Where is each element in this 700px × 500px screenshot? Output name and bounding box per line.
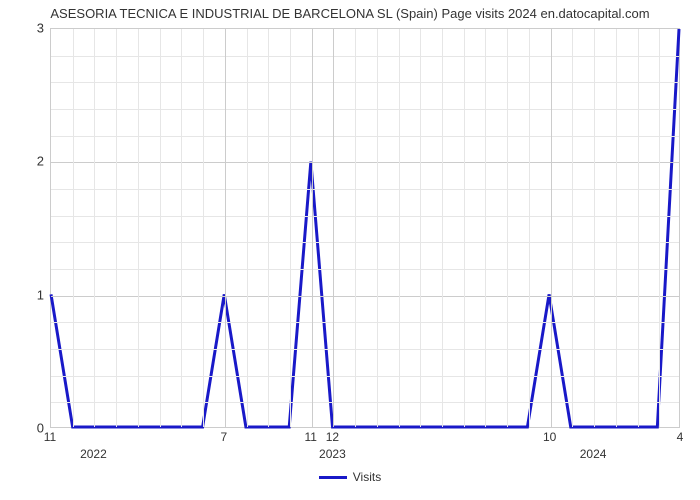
- x-year-label: 2022: [80, 447, 107, 461]
- y-tick-label: 1: [0, 287, 44, 302]
- x-tick-label: 10: [543, 430, 556, 444]
- legend-swatch: [319, 476, 347, 479]
- x-tick-label: 11: [44, 430, 56, 444]
- grid-minor-v: [529, 29, 530, 427]
- grid-minor-v: [594, 29, 595, 427]
- grid-minor-v: [572, 29, 573, 427]
- y-tick-label: 2: [0, 154, 44, 169]
- grid-minor-v: [268, 29, 269, 427]
- grid-minor-h: [51, 136, 679, 137]
- grid-minor-h: [51, 242, 679, 243]
- grid-minor-h: [51, 216, 679, 217]
- grid-minor-v: [116, 29, 117, 427]
- series-line-visits: [51, 29, 679, 427]
- grid-minor-v: [420, 29, 421, 427]
- x-year-label: 2023: [319, 447, 346, 461]
- plot-area: [50, 28, 680, 428]
- grid-minor-v: [247, 29, 248, 427]
- grid-minor-v: [485, 29, 486, 427]
- grid-minor-h: [51, 376, 679, 377]
- x-year-label: 2024: [580, 447, 607, 461]
- legend-label: Visits: [353, 470, 381, 484]
- grid-minor-v: [290, 29, 291, 427]
- grid-minor-h: [51, 82, 679, 83]
- grid-major-h: [51, 296, 679, 297]
- x-tick-label: 12: [326, 430, 339, 444]
- grid-minor-v: [464, 29, 465, 427]
- grid-minor-v: [507, 29, 508, 427]
- grid-minor-h: [51, 349, 679, 350]
- y-tick-label: 0: [0, 421, 44, 436]
- x-tick-label: 4: [677, 430, 684, 444]
- chart-title: ASESORIA TECNICA E INDUSTRIAL DE BARCELO…: [0, 6, 700, 21]
- grid-minor-v: [355, 29, 356, 427]
- grid-minor-v: [659, 29, 660, 427]
- grid-minor-v: [181, 29, 182, 427]
- grid-minor-v: [73, 29, 74, 427]
- grid-minor-v: [377, 29, 378, 427]
- legend: Visits: [0, 470, 700, 484]
- grid-minor-v: [638, 29, 639, 427]
- grid-minor-h: [51, 56, 679, 57]
- grid-minor-v: [442, 29, 443, 427]
- line-series-layer: [51, 29, 679, 427]
- chart-container: ASESORIA TECNICA E INDUSTRIAL DE BARCELO…: [0, 0, 700, 500]
- grid-minor-h: [51, 189, 679, 190]
- y-tick-label: 3: [0, 21, 44, 36]
- grid-minor-v: [138, 29, 139, 427]
- grid-minor-h: [51, 402, 679, 403]
- grid-minor-v: [160, 29, 161, 427]
- grid-minor-h: [51, 322, 679, 323]
- grid-major-v: [312, 29, 313, 427]
- grid-major-v: [551, 29, 552, 427]
- grid-minor-v: [616, 29, 617, 427]
- x-tick-label: 11: [304, 430, 316, 444]
- grid-minor-h: [51, 269, 679, 270]
- x-tick-label: 7: [220, 430, 227, 444]
- grid-minor-v: [399, 29, 400, 427]
- grid-major-v: [333, 29, 334, 427]
- grid-minor-v: [203, 29, 204, 427]
- grid-major-h: [51, 162, 679, 163]
- grid-minor-v: [94, 29, 95, 427]
- grid-minor-h: [51, 109, 679, 110]
- grid-major-v: [225, 29, 226, 427]
